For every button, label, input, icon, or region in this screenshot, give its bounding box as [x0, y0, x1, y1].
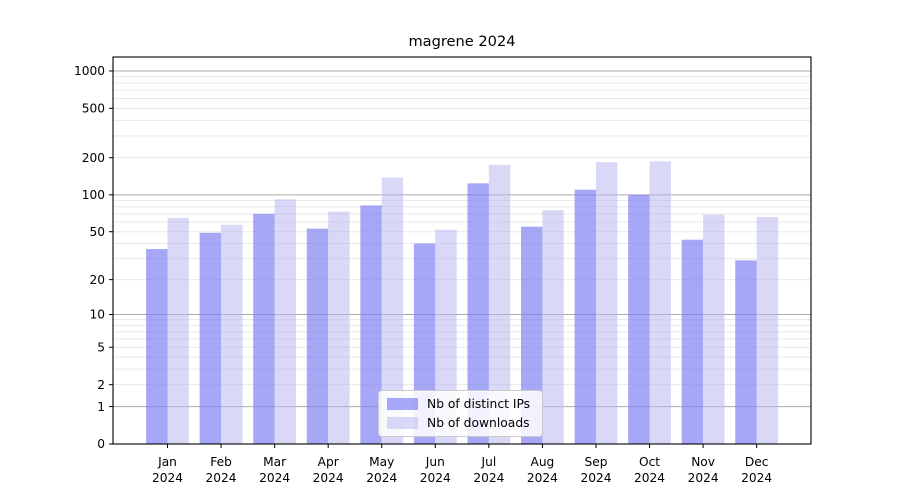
svg-text:50: 50	[89, 225, 105, 239]
svg-text:2024: 2024	[259, 471, 290, 485]
svg-text:Nov: Nov	[691, 455, 715, 469]
legend-label-distinct-ips: Nb of distinct IPs	[427, 397, 531, 411]
svg-text:Feb: Feb	[210, 455, 232, 469]
svg-text:1000: 1000	[74, 64, 105, 78]
chart-title: magrene 2024	[408, 33, 516, 50]
svg-text:2024: 2024	[313, 471, 344, 485]
svg-text:2024: 2024	[580, 471, 611, 485]
svg-text:2024: 2024	[527, 471, 558, 485]
svg-text:20: 20	[89, 273, 105, 287]
svg-text:5: 5	[97, 340, 105, 354]
legend: Nb of distinct IPs Nb of downloads	[378, 390, 544, 437]
svg-text:1: 1	[97, 400, 105, 414]
svg-text:2024: 2024	[206, 471, 237, 485]
svg-text:Sep: Sep	[584, 455, 607, 469]
svg-text:Oct: Oct	[639, 455, 660, 469]
svg-text:2024: 2024	[473, 471, 504, 485]
svg-text:Jun: Jun	[425, 455, 445, 469]
svg-text:Jan: Jan	[157, 455, 177, 469]
svg-text:2024: 2024	[420, 471, 451, 485]
legend-label-downloads: Nb of downloads	[427, 416, 530, 430]
svg-text:Apr: Apr	[318, 455, 340, 469]
svg-text:500: 500	[82, 102, 105, 116]
svg-text:May: May	[369, 455, 394, 469]
svg-text:0: 0	[97, 437, 105, 451]
svg-text:100: 100	[82, 188, 105, 202]
svg-text:2024: 2024	[366, 471, 397, 485]
legend-item-distinct-ips: Nb of distinct IPs	[387, 397, 530, 411]
svg-text:2: 2	[97, 378, 105, 392]
legend-swatch-downloads-icon	[387, 417, 418, 429]
svg-text:Mar: Mar	[263, 455, 287, 469]
svg-text:Aug: Aug	[531, 455, 555, 469]
svg-text:2024: 2024	[688, 471, 719, 485]
svg-text:2024: 2024	[634, 471, 665, 485]
legend-item-downloads: Nb of downloads	[387, 416, 530, 430]
svg-text:10: 10	[89, 308, 105, 322]
svg-text:200: 200	[82, 151, 105, 165]
legend-swatch-distinct-ips-icon	[387, 398, 418, 410]
svg-text:2024: 2024	[152, 471, 183, 485]
svg-text:Dec: Dec	[745, 455, 769, 469]
svg-text:2024: 2024	[741, 471, 772, 485]
svg-text:Jul: Jul	[481, 455, 497, 469]
